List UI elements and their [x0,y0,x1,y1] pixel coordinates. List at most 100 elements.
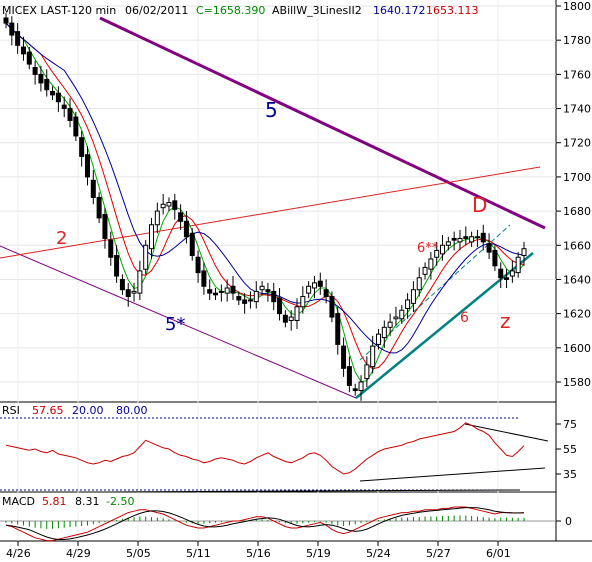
rsi-low-level: 20.00 [72,404,104,417]
label-wave-5: 5 [265,98,278,122]
macd-axis-ticks: 0 [556,515,572,528]
trendline-wave-2 [0,166,541,259]
candle-body [201,270,207,287]
date-tick-label-2: 5/05 [126,547,151,560]
candle-body [15,31,21,46]
candle-body [271,290,277,303]
header-indicator: ABillW_3LinesII2 [272,4,362,17]
rsi-panel [5,422,525,475]
candle-body [119,278,125,291]
candle-body [55,92,61,103]
rsi-tick-label-55: 55 [563,443,577,456]
candle-body [61,104,67,110]
candle-body [474,236,480,239]
label-wave-6-double-star: 6** [417,241,439,256]
header-value-2: 1653.113 [426,4,479,17]
trendline-wave-5-star [0,245,357,399]
candle-body [125,289,131,298]
candle-body [178,212,184,222]
candle-body [172,200,178,210]
ma-red [5,22,525,370]
date-tick-label-6: 5/24 [366,547,391,560]
date-axis-ticks: 4/26 4/29 5/05 5/11 5/16 5/19 5/24 5/27 6/01 [6,541,511,560]
candle-body [277,297,283,315]
candle-body [20,46,26,55]
date-tick-label-4: 5/16 [246,547,271,560]
candle-body [79,137,85,157]
price-tick-label-1780: 1780 [563,34,591,47]
price-tick-label-1800: 1800 [563,0,591,13]
candle-body [149,224,155,250]
candle-body [387,321,393,328]
candle-body [399,309,405,320]
candle-body [422,266,428,275]
moving-averages [5,22,525,383]
ma-blue [5,22,525,354]
candle-body [294,306,300,321]
candle-body [131,290,137,294]
candle-body [73,116,79,137]
candle-body [195,256,201,274]
candle-body [242,299,248,304]
candle-body [143,244,149,270]
candle-body [189,232,195,257]
label-wave-5-star: 5* [165,314,185,335]
macd-signal-line [5,507,525,540]
label-wave-6: 6 [460,310,469,326]
plot-background [0,0,556,562]
date-tick-label-0: 4/26 [6,547,31,560]
candle-body [67,108,73,122]
label-point-z: z [500,309,511,333]
candle-body [247,299,253,302]
candle-body [160,203,166,209]
macd-panel [0,506,556,542]
rsi-high-level: 80.00 [116,404,148,417]
rsi-axis-ticks: 35 55 75 [556,418,577,481]
rsi-line [5,422,525,475]
candle-body [306,285,312,294]
candle-body [50,90,56,96]
header-close: C=1658.390 [196,4,265,17]
candle-body [375,333,381,345]
candlesticks [3,12,527,401]
candle-body [213,292,219,296]
header-date: 06/02/2011 [125,4,188,17]
candle-body [346,366,352,386]
candle-body [486,243,492,253]
candle-body [434,249,440,258]
candle-body [300,296,306,308]
candle-body [259,285,265,291]
candle-body [207,289,213,294]
rsi-tick-label-75: 75 [563,418,577,431]
candle-body [183,220,189,238]
price-tick-label-1760: 1760 [563,68,591,81]
candle-body [521,248,527,257]
rsi-trend-upper [464,423,549,442]
trendline-channel-lower [355,252,534,399]
candle-body [451,237,457,241]
candle-body [166,202,172,207]
price-axis-ticks: 1580 1600 1620 1640 1660 1680 1700 1720 1740 1760… [556,0,591,389]
macd-line [5,506,524,542]
candle-body [84,154,90,178]
candle-body [282,314,288,323]
candle-body [253,290,259,303]
candle-body [370,345,376,368]
candle-body [230,285,236,294]
candle-body [509,270,515,277]
rsi-value: 57.65 [32,404,64,417]
candle-body [393,316,399,320]
candle-body [317,280,323,287]
candle-body [102,214,108,239]
price-tick-label-1660: 1660 [563,239,591,252]
candle-body [463,236,469,239]
candle-body [96,196,102,219]
candle-body [358,381,364,392]
price-tick-label-1720: 1720 [563,137,591,150]
candle-body [9,22,15,36]
macd-label: MACD [2,495,35,508]
candle-body [108,239,114,258]
macd-value-1: 5.81 [42,495,67,508]
candle-body [265,289,271,292]
